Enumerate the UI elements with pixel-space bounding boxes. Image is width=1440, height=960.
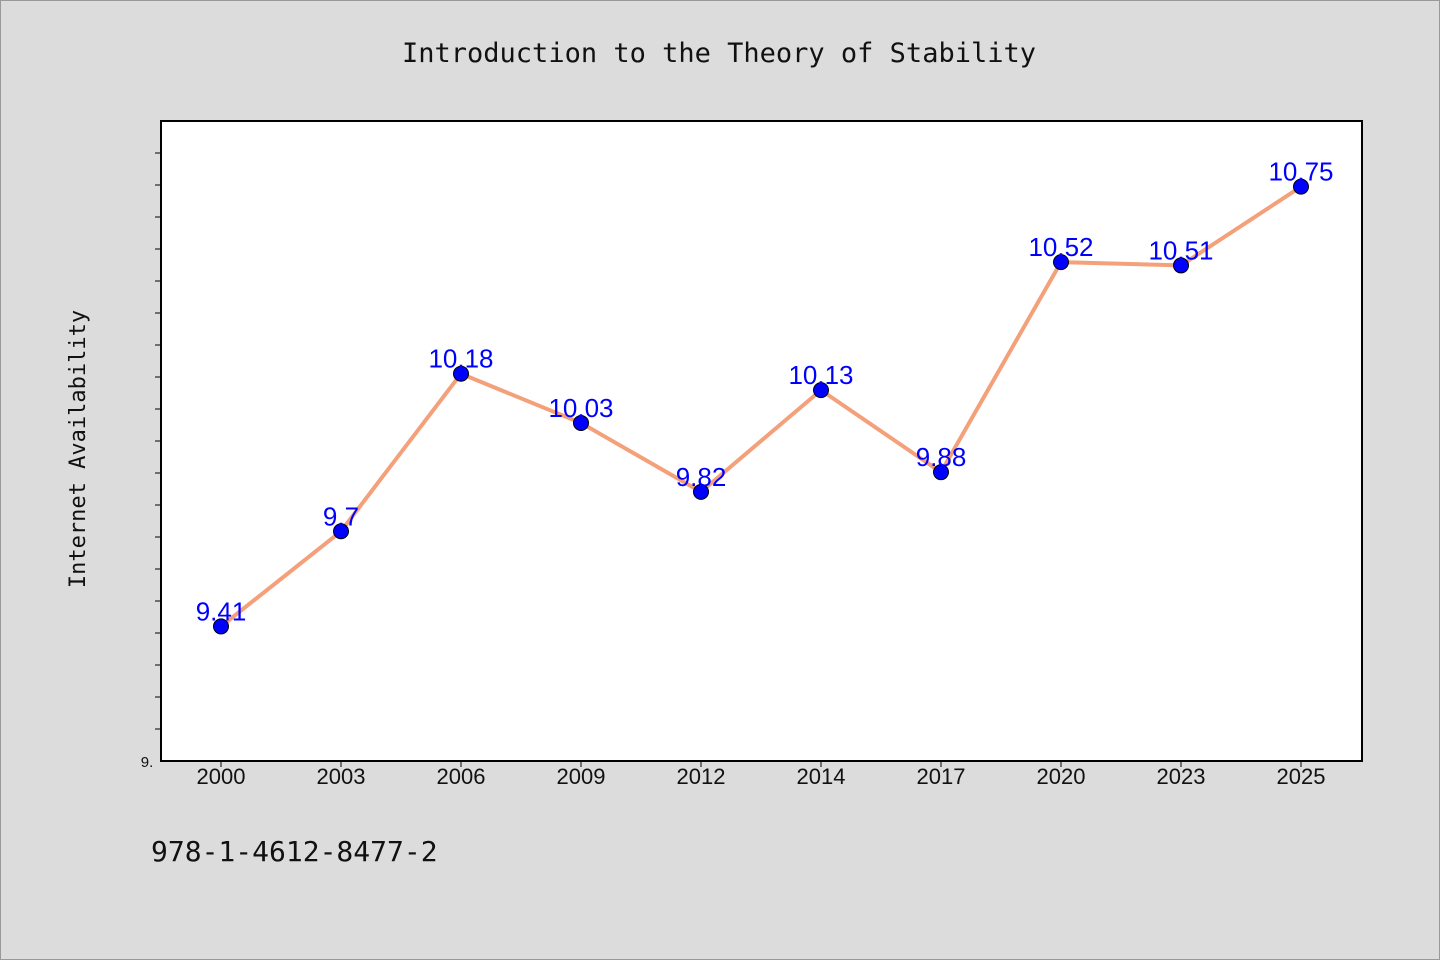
data-point [213, 618, 229, 635]
x-tick-label: 2000 [197, 764, 246, 789]
data-point [1293, 178, 1309, 195]
data-labels: 9.41 9.7 10.18 10.03 9.82 10.13 9.88 10.52 10.51… [196, 157, 1334, 627]
y-axis-label: Internet Availability [66, 310, 91, 588]
x-tick-label: 2025 [1277, 764, 1326, 789]
x-tick-label: 2003 [317, 764, 366, 789]
data-label: 9.7 [323, 501, 359, 531]
data-label: 10.51 [1148, 235, 1213, 265]
x-tick-label: 2023 [1157, 764, 1206, 789]
y-tick-label: 9. [141, 754, 154, 771]
data-label: 10.13 [788, 360, 853, 390]
series-line-group [219, 184, 1303, 629]
data-point [933, 464, 949, 481]
data-label: 10.18 [428, 344, 493, 374]
x-tick-label: 2006 [437, 764, 486, 789]
data-label: 10.52 [1028, 232, 1093, 262]
data-point [813, 382, 829, 399]
data-label: 9.82 [676, 462, 727, 492]
x-tick-label: 2020 [1037, 764, 1086, 789]
data-markers [213, 178, 1309, 635]
x-tick-label: 2009 [557, 764, 606, 789]
data-point [573, 414, 589, 431]
data-point [1173, 257, 1189, 274]
series-line [219, 184, 1303, 629]
x-tick-label: 2017 [917, 764, 966, 789]
data-point [333, 523, 349, 540]
data-point [1053, 254, 1069, 271]
data-label: 9.41 [196, 596, 247, 626]
chart-title: Introduction to the Theory of Stability [402, 38, 1036, 69]
data-label: 10.75 [1268, 157, 1333, 187]
data-point [453, 365, 469, 382]
data-label: 10.03 [548, 393, 613, 423]
y-axis-ticks [155, 152, 161, 730]
x-axis-ticks: 2000 2003 2006 2009 2012 2014 2017 2020 2023 2025 [197, 761, 1326, 789]
x-tick-label: 2012 [677, 764, 726, 789]
data-point [693, 483, 709, 500]
isbn-text: 978-1-4612-8477-2 [151, 835, 438, 868]
data-label: 9.88 [916, 442, 967, 472]
x-tick-label: 2014 [797, 764, 846, 789]
